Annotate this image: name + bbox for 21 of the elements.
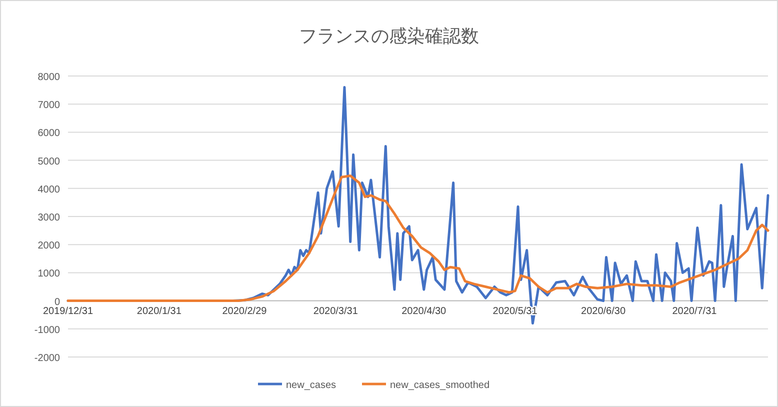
xtick: 2020/7/31 [672, 306, 717, 317]
ytick: 2000 [38, 240, 60, 252]
ytick: -2000 [34, 353, 60, 364]
ytick: 1000 [38, 268, 60, 280]
ytick: 0 [54, 296, 60, 308]
ytick: 4000 [38, 184, 60, 196]
legend-label: new_cases_smoothed [390, 380, 490, 391]
ytick: 3000 [38, 212, 60, 224]
ytick: 8000 [38, 72, 60, 83]
xtick: 2020/2/29 [222, 306, 267, 317]
title: フランスの感染確認数 [299, 26, 479, 46]
xtick: 2020/3/31 [313, 306, 358, 317]
xtick: 2020/4/30 [402, 306, 446, 317]
ytick: 6000 [38, 128, 60, 140]
xtick: 2020/6/30 [581, 306, 626, 317]
ytick: 7000 [38, 100, 60, 112]
legend-label: new_cases [286, 380, 336, 391]
xtick: 2019/12/31 [42, 306, 94, 317]
ytick: 5000 [38, 156, 60, 168]
ytick: -1000 [34, 324, 60, 336]
xtick: 2020/1/31 [136, 306, 182, 317]
